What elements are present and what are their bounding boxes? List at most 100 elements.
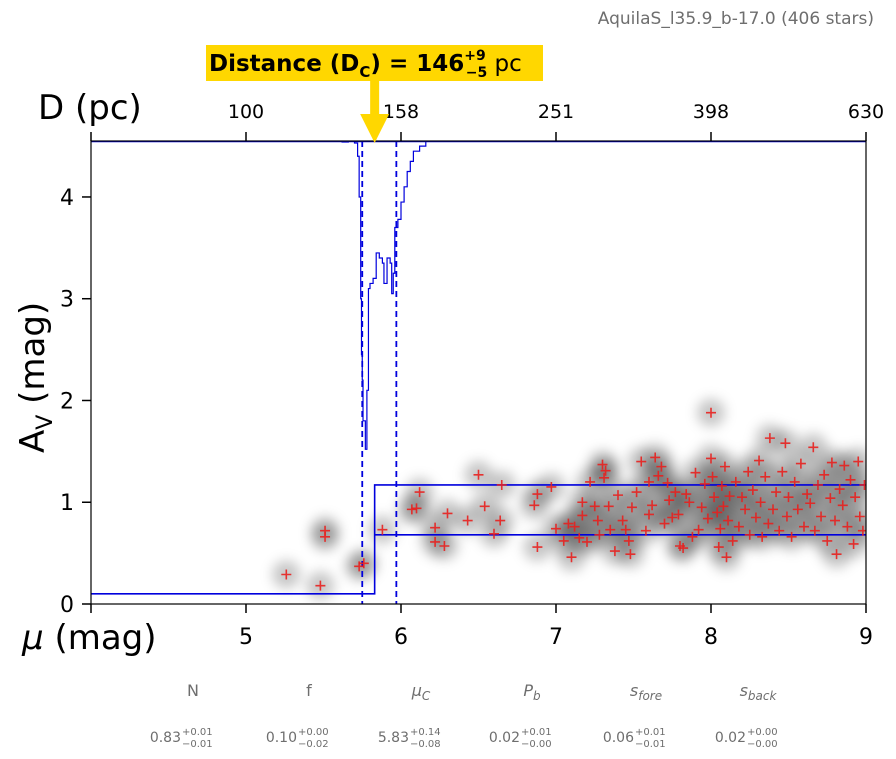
star-marker	[721, 552, 732, 563]
star-marker	[699, 478, 710, 489]
x-axis-label: μ (mag)	[21, 618, 157, 658]
star-marker	[406, 504, 417, 515]
star-marker	[600, 465, 611, 476]
star-marker	[808, 442, 819, 453]
star-marker	[411, 503, 422, 514]
param-err-down-mu_C: −0.08	[410, 739, 441, 750]
star-marker	[755, 497, 766, 508]
star-marker	[839, 460, 850, 471]
star-marker	[730, 476, 741, 487]
y-tick-label: 0	[60, 593, 74, 618]
star-marker	[644, 476, 654, 487]
star-marker	[854, 511, 865, 522]
star-marker	[532, 489, 543, 500]
star-marker	[650, 452, 661, 463]
star-marker	[805, 498, 816, 509]
star-marker	[834, 484, 845, 495]
star-marker	[673, 509, 684, 520]
star-marker	[819, 469, 830, 480]
star-marker	[473, 469, 484, 480]
star-marker	[636, 456, 647, 467]
param-value-P_b: 0.02	[489, 730, 520, 746]
param-value-N: 0.83	[150, 730, 181, 746]
stellar-density-map	[272, 398, 866, 600]
star-marker	[358, 558, 369, 569]
star-marker	[577, 497, 588, 508]
star-marker	[551, 523, 561, 534]
y-axis: 0 1 2 3 4	[60, 186, 91, 618]
star-marker	[744, 529, 755, 540]
star-marker	[850, 492, 861, 503]
param-err-up-s_fore: +0.01	[635, 727, 666, 738]
star-marker	[743, 466, 754, 477]
star-marker	[768, 504, 778, 515]
star-marker	[845, 474, 856, 485]
star-marker	[377, 524, 388, 535]
y-tick-label: 4	[60, 186, 74, 211]
star-marker	[620, 524, 631, 535]
star-marker	[653, 470, 664, 481]
star-marker	[582, 536, 592, 547]
star-marker	[566, 552, 577, 563]
field-name: AquilaS_l35.9_b-17.0 (406 stars)	[598, 9, 874, 29]
star-marker	[831, 549, 842, 560]
star-marker	[315, 580, 326, 591]
param-label-mu_C: μC	[411, 681, 431, 703]
star-marker	[647, 500, 658, 511]
star-marker	[777, 466, 788, 477]
plot-frame	[90, 140, 867, 605]
star-marker	[496, 479, 507, 490]
star-marker	[837, 500, 848, 511]
star-marker	[320, 531, 331, 542]
star-marker	[809, 525, 820, 536]
param-label-P_b: Pb	[523, 681, 541, 703]
star-marker	[715, 523, 726, 534]
star-marker	[763, 518, 774, 529]
star-marker	[780, 438, 791, 449]
star-marker	[659, 518, 670, 529]
best-fit-model	[91, 484, 866, 595]
y-tick-label: 2	[60, 389, 74, 414]
star-marker	[719, 461, 730, 472]
star-marker	[569, 521, 580, 532]
star-marker	[706, 453, 716, 464]
star-marker	[631, 487, 642, 498]
top-tick-label: 100	[228, 101, 264, 123]
param-err-down-P_b: −0.00	[521, 739, 552, 750]
star-marker	[724, 491, 735, 502]
star-marker	[489, 528, 499, 539]
param-label-s_fore: sfore	[630, 681, 662, 703]
star-marker	[281, 569, 292, 580]
star-marker	[589, 501, 600, 512]
star-marker	[684, 497, 695, 508]
star-marker	[585, 476, 596, 487]
y-axis-label: AV (mag)	[13, 302, 58, 453]
star-marker	[625, 549, 636, 560]
param-value-s_fore: 0.06	[603, 730, 634, 746]
top-axis-label: D (pc)	[38, 88, 142, 128]
star-marker	[771, 487, 782, 498]
star-marker	[842, 521, 853, 532]
param-err-up-mu_C: +0.14	[410, 727, 441, 738]
star-marker	[799, 521, 809, 532]
star-marker	[529, 500, 540, 511]
star-marker	[592, 515, 603, 526]
star-marker	[678, 543, 689, 554]
star-marker	[605, 524, 616, 535]
star-marker	[716, 480, 727, 491]
star-marker	[414, 487, 425, 498]
star-marker	[617, 515, 628, 526]
star-marker	[707, 471, 718, 482]
x-tick-label: 9	[859, 625, 873, 650]
x-tick-label: 5	[239, 625, 253, 650]
param-err-up-P_b: +0.01	[521, 727, 552, 738]
star-marker	[532, 542, 543, 553]
top-tick-label: 158	[383, 101, 419, 123]
star-marker	[760, 471, 771, 482]
star-marker	[737, 492, 747, 503]
star-marker	[709, 492, 720, 503]
star-marker	[757, 531, 768, 542]
star-marker	[626, 502, 637, 513]
star-marker	[479, 501, 490, 512]
